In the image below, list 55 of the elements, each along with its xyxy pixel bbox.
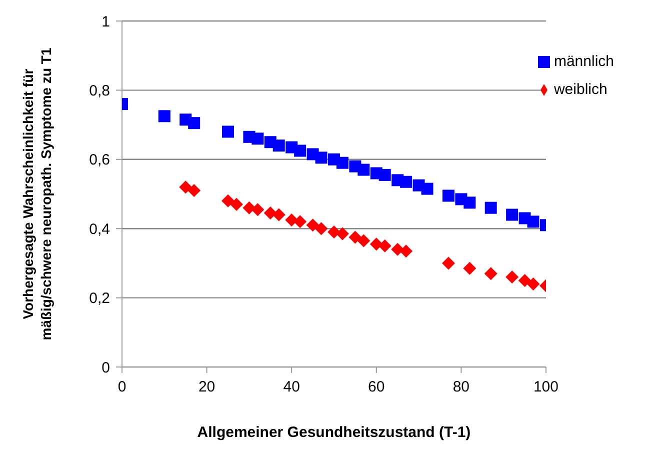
point [272, 208, 286, 222]
point [526, 277, 540, 290]
point [188, 117, 200, 130]
point [336, 156, 348, 169]
x-tick-label: 100 [533, 378, 558, 396]
point [421, 182, 434, 195]
legend-label: männlich [554, 53, 614, 70]
point [400, 176, 412, 188]
point [221, 194, 234, 208]
point [464, 196, 476, 209]
point [179, 180, 192, 194]
y-tick-label: 0,8 [89, 82, 110, 100]
point [518, 274, 532, 287]
point [252, 132, 264, 145]
point [272, 140, 285, 152]
point [400, 244, 413, 258]
legend-label: weiblich [554, 81, 608, 98]
x-tick-label: 60 [368, 378, 385, 396]
point [484, 267, 498, 280]
point [230, 198, 243, 211]
y-axis-title: Vorhergesagte Wahrscheinlichkeit für mäßig/schwere neuropath. Symptome zu T1 [20, 48, 54, 340]
point [391, 242, 404, 256]
point [378, 168, 391, 181]
point [506, 208, 518, 221]
point [314, 222, 328, 236]
point [527, 216, 540, 228]
point [357, 234, 370, 248]
x-tick-label: 20 [198, 378, 216, 396]
x-axis-title: Allgemeiner Gesundheitszustand (T-1) [197, 424, 471, 441]
point [484, 202, 497, 214]
x-tick-label: 0 [118, 378, 126, 396]
y-tick-label: 0,6 [89, 152, 110, 169]
y-tick-label: 1 [102, 13, 110, 30]
y-tick-label: 0 [102, 359, 110, 376]
point [348, 230, 362, 244]
point [251, 203, 264, 216]
point [158, 110, 170, 122]
point [294, 144, 306, 157]
point [222, 126, 234, 138]
y-tick-label: 0,4 [89, 220, 110, 238]
point [306, 218, 320, 232]
point [463, 262, 476, 275]
point [188, 184, 201, 198]
point [264, 206, 277, 220]
x-tick-label: 40 [283, 378, 300, 396]
point [442, 190, 454, 202]
point [358, 164, 370, 176]
point [294, 215, 307, 228]
y-tick-label: 0,2 [89, 290, 110, 308]
point [506, 270, 519, 284]
point [442, 256, 455, 270]
x-tick-label: 80 [452, 378, 470, 396]
point [378, 239, 392, 252]
point [315, 152, 328, 164]
point [336, 227, 349, 240]
